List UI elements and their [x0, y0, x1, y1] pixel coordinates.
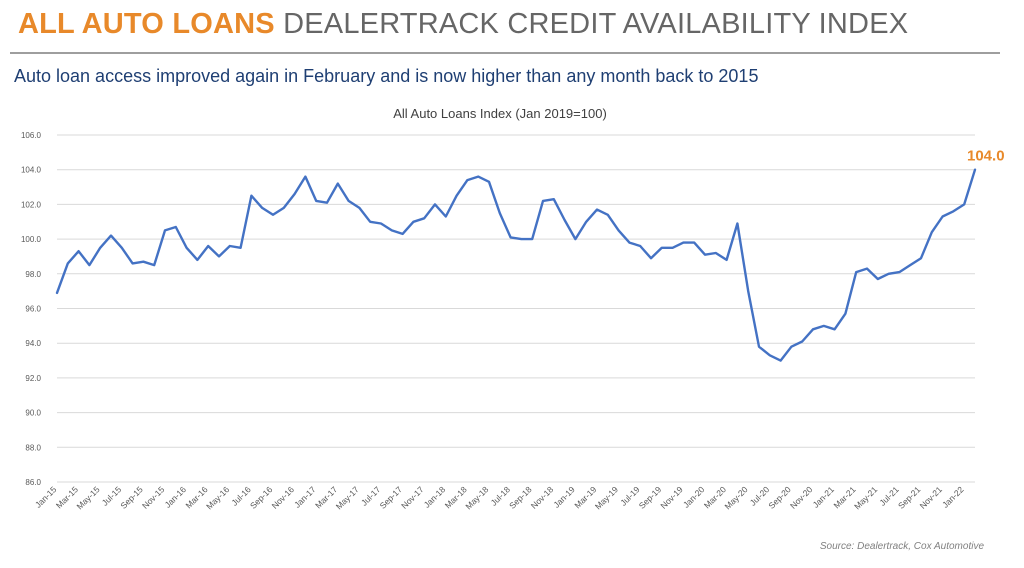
y-tick-label: 96.0 [25, 305, 41, 314]
x-tick-label: Nov-16 [270, 484, 297, 511]
x-tick-label: Nov-17 [399, 484, 426, 511]
x-tick-label: Sep-16 [248, 484, 275, 511]
y-tick-label: 106.0 [21, 131, 42, 140]
x-tick-label: May-15 [75, 484, 102, 511]
page-title: ALL AUTO LOANS DEALERTRACK CREDIT AVAILA… [18, 8, 908, 41]
page-subtitle: Auto loan access improved again in Febru… [14, 66, 759, 86]
title-divider [10, 52, 1000, 54]
y-tick-label: 88.0 [25, 443, 41, 452]
chart-title: All Auto Loans Index (Jan 2019=100) [393, 106, 607, 121]
x-tick-label: Sep-21 [896, 484, 923, 511]
annotations: 104.0 [967, 148, 1005, 165]
x-tick-label: Sep-19 [637, 484, 664, 511]
x-tick-label: Nov-15 [140, 484, 167, 511]
x-tick-label: May-20 [723, 484, 750, 511]
y-tick-label: 102.0 [21, 200, 42, 209]
x-tick-label: Nov-21 [918, 484, 945, 511]
x-tick-label: Jan-17 [292, 484, 318, 510]
x-tick-label: Jan-18 [422, 484, 448, 510]
x-tick-label: Jan-21 [811, 484, 837, 510]
x-tick-label: May-17 [334, 484, 361, 511]
title-rest: DEALERTRACK CREDIT AVAILABILITY INDEX [283, 8, 909, 40]
x-tick-label: Nov-18 [529, 484, 556, 511]
x-tick-label: Jan-22 [940, 484, 966, 510]
last-value-label: 104.0 [967, 148, 1005, 165]
x-tick-label: Sep-20 [766, 484, 793, 511]
x-tick-label: Sep-17 [378, 484, 405, 511]
x-axis-ticks: Jan-15Mar-15May-15Jul-15Sep-15Nov-15Jan-… [33, 484, 966, 511]
y-tick-label: 86.0 [25, 478, 41, 487]
x-tick-label: Jan-19 [551, 484, 577, 510]
y-tick-label: 100.0 [21, 235, 42, 244]
y-tick-label: 94.0 [25, 339, 41, 348]
x-tick-label: May-21 [852, 484, 879, 511]
y-tick-label: 104.0 [21, 166, 42, 175]
x-tick-label: Jan-20 [681, 484, 707, 510]
x-tick-label: Jan-16 [163, 484, 189, 510]
title-accent: ALL AUTO LOANS [18, 8, 275, 40]
x-tick-label: Nov-20 [788, 484, 815, 511]
y-tick-label: 90.0 [25, 409, 41, 418]
x-tick-label: May-19 [593, 484, 620, 511]
gridlines [57, 134, 975, 483]
y-tick-label: 98.0 [25, 270, 41, 279]
x-tick-label: May-16 [204, 484, 231, 511]
source-note: Source: Dealertrack, Cox Automotive [819, 541, 984, 552]
x-tick-label: Sep-18 [507, 484, 534, 511]
x-tick-label: May-18 [463, 484, 490, 511]
x-tick-label: Sep-15 [118, 484, 145, 511]
x-tick-label: Nov-19 [658, 484, 685, 511]
y-axis-ticks: 86.0 88.0 90.0 92.0 94.0 96.0 98.0 100.0 102.0 10… [21, 131, 42, 487]
x-tick-label: Jan-15 [33, 484, 59, 510]
y-tick-label: 92.0 [25, 374, 41, 383]
series-group [55, 168, 977, 362]
series-line-all-auto-loans [55, 168, 977, 362]
